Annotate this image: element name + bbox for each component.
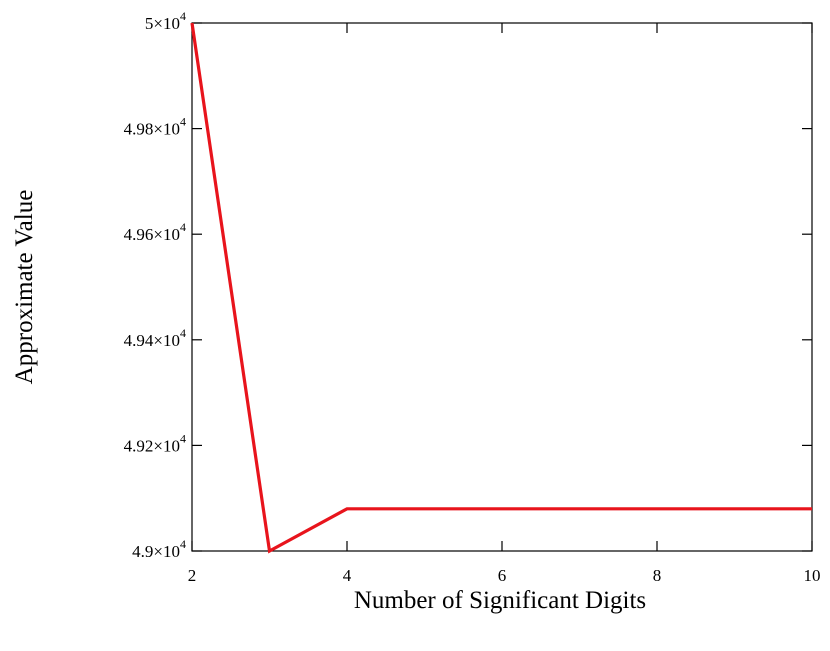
- x-axis-title: Number of Significant Digits: [354, 587, 646, 614]
- x-tick-label: 4: [343, 566, 352, 585]
- plot-frame: [191, 22, 813, 552]
- y-axis-title: Approximate Value: [11, 190, 38, 385]
- y-tick-label: 4.94×104: [124, 326, 186, 350]
- y-tick-label: 4.92×104: [124, 431, 186, 455]
- ticks-layer: [191, 22, 813, 552]
- y-tick-label: 5×104: [145, 9, 186, 33]
- y-tick-label: 4.98×104: [124, 115, 186, 139]
- series-line: [190, 22, 812, 554]
- x-tick-label: 2: [188, 566, 197, 585]
- y-tick-label: 4.96×104: [124, 220, 186, 244]
- x-tick-label: 10: [804, 566, 821, 585]
- series-layer: [190, 22, 813, 554]
- x-tick-label: 8: [653, 566, 662, 585]
- x-tick-label: 6: [498, 566, 507, 585]
- tick-labels-layer: 2 4 6 8 10 4.9×104 4.92×104 4.94×104 4.96×104 4.9…: [124, 9, 821, 585]
- y-tick-label: 4.9×104: [132, 537, 186, 561]
